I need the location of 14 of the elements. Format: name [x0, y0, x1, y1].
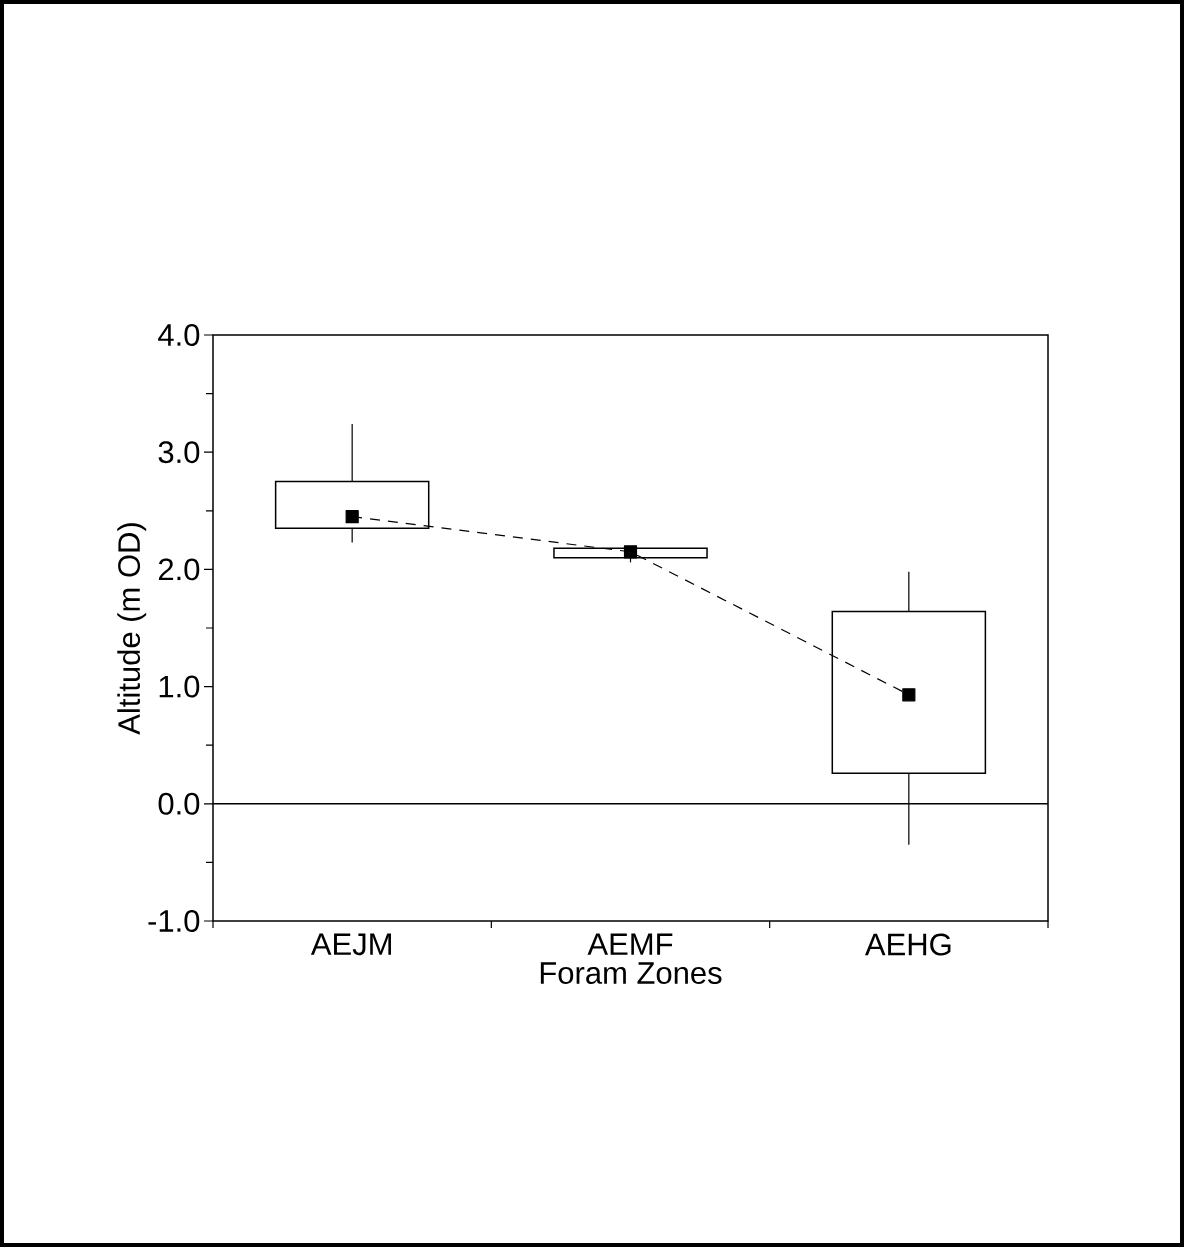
point — [902, 688, 916, 702]
point — [345, 510, 359, 524]
x-tick-label: AEMF — [587, 933, 673, 955]
y-tick-label: 3.0 — [158, 441, 200, 464]
y-tick-label: 4.0 — [158, 324, 200, 346]
y-tick-label: -1.0 — [148, 910, 200, 932]
point — [623, 545, 638, 559]
x-tick-label: AEJM — [310, 933, 391, 956]
x-axis-title: Foram Zones — [540, 962, 722, 984]
y-tick-label: 2.0 — [158, 558, 200, 581]
x-tick-label: AEHG — [864, 933, 951, 956]
y-tick-label: 0.0 — [158, 792, 200, 815]
y-axis-title: Altitude (m OD) — [117, 523, 147, 735]
y-tick-label: 1.0 — [159, 675, 200, 698]
